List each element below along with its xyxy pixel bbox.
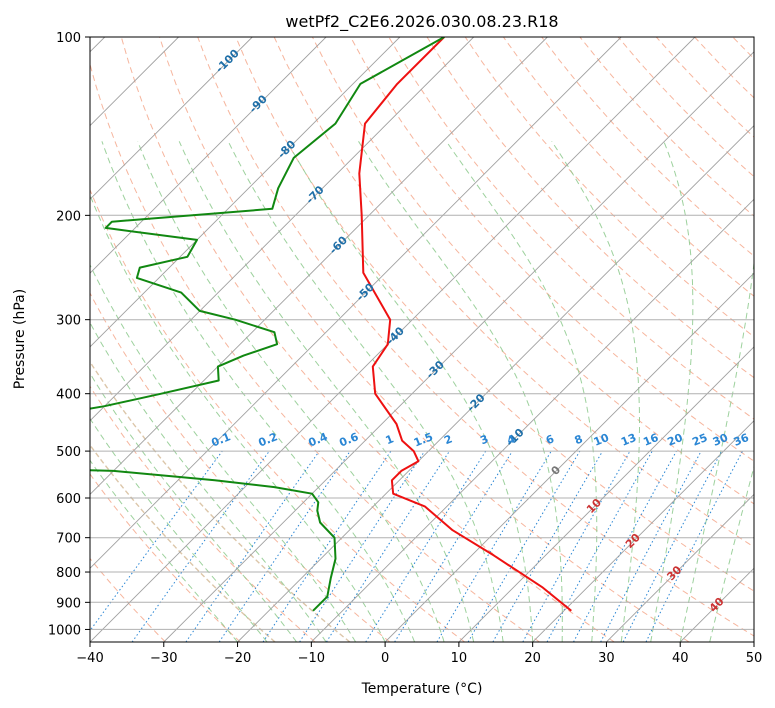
isotherm-line (90, 37, 475, 422)
isotherm-line (90, 37, 696, 642)
dewpoint-profile-line (90, 37, 445, 612)
plot-frame (89, 36, 755, 643)
dry-adiabat (159, 37, 690, 642)
y-tick-label: 500 (56, 445, 81, 460)
isotherm-line (90, 37, 327, 274)
mixing-ratio-label: 16 (641, 431, 660, 449)
x-tick-label: 50 (746, 651, 763, 666)
y-tick-label: 900 (56, 596, 81, 611)
mixing-ratio-label: 36 (732, 431, 751, 449)
y-tick-label: 700 (56, 532, 81, 547)
dry-adiabat (464, 37, 754, 338)
theta-curve (90, 360, 351, 642)
mixing-ratio-lines (90, 450, 743, 642)
mixing-ratio-line (262, 450, 392, 642)
x-tick-label: 20 (524, 651, 541, 666)
mixing-ratio-label: 2 (442, 432, 454, 447)
mixing-ratio-line (131, 450, 270, 642)
y-axis-label: Pressure (hPa) (12, 289, 28, 389)
mixing-ratio-label: 3 (478, 432, 490, 447)
mixing-ratio-line (546, 450, 653, 642)
isotherm-line (90, 37, 548, 496)
isotherm-line (532, 420, 754, 642)
dry-adiabat (235, 37, 754, 592)
isotherm-line (458, 346, 754, 642)
isotherm-line (237, 124, 754, 642)
mixing-ratio-line (185, 450, 320, 642)
dry-adiabat (273, 37, 754, 548)
mixing-ratio-line (573, 450, 677, 642)
isotherm-line (90, 37, 622, 569)
x-axis-ticks: −40 −30 −20 −10 0 10 20 30 40 50 (76, 642, 762, 666)
isotherms (90, 37, 754, 642)
mixing-ratio-line (218, 450, 351, 642)
temperature-profile-line (358, 37, 572, 612)
dry-adiabat (90, 473, 241, 642)
y-tick-label: 200 (56, 209, 81, 224)
profile-series (90, 37, 572, 612)
dry-adiabat (120, 37, 615, 642)
isotherm-line (90, 37, 401, 348)
y-tick-label: 600 (56, 492, 81, 507)
mixing-ratio-label: 13 (619, 431, 638, 449)
x-tick-label: −10 (298, 651, 325, 666)
mixing-ratio-label: 10 (592, 431, 611, 449)
x-tick-label: 10 (451, 651, 468, 666)
theta-curve (90, 444, 276, 642)
x-tick-label: −20 (224, 651, 251, 666)
dry-adiabat (502, 37, 754, 297)
isotherm-line (90, 37, 253, 200)
mixing-ratio-label: 8 (573, 432, 585, 447)
x-tick-label: 40 (672, 651, 689, 666)
mixing-ratio-label: 30 (711, 431, 730, 449)
dry-adiabat (350, 37, 754, 462)
y-tick-label: 400 (56, 388, 81, 403)
mixing-ratio-line (522, 450, 631, 642)
y-axis-ticks: 100 200 300 400 500 600 700 800 900 1000 (48, 31, 90, 638)
dry-adiabats (90, 37, 754, 642)
x-tick-label: −30 (150, 651, 177, 666)
plot-area: -100-90-80-70-60-50-40-30-20-10010203040… (90, 37, 754, 642)
mixing-ratio-line (90, 450, 223, 632)
x-tick-label: 0 (381, 651, 389, 666)
y-tick-label: 100 (56, 31, 81, 46)
x-tick-label: 30 (598, 651, 615, 666)
mixing-ratio-line (394, 450, 513, 642)
mixing-ratio-label: 20 (666, 431, 685, 449)
pressure-gridlines (90, 37, 754, 630)
y-tick-label: 800 (56, 566, 81, 581)
chart-title: wetPf2_C2E6.2026.030.08.23.R18 (285, 12, 558, 32)
dry-adiabat (90, 292, 391, 642)
dry-adiabat (90, 188, 465, 642)
isotherm-line (606, 493, 754, 642)
mixing-ratio-label: 1 (384, 432, 396, 447)
mixing-ratio-label: 25 (690, 431, 709, 449)
isotherm-line (384, 272, 754, 642)
mixing-ratio-line (645, 450, 743, 642)
mixing-ratio-labels: 0.1 0.2 0.4 0.6 1 1.5 2 3 4 6 8 10 13 16 20 25 30 36 (210, 430, 752, 449)
dry-adiabat (388, 37, 754, 420)
isotherm-line (310, 198, 754, 642)
dry-adiabat (90, 385, 316, 642)
y-tick-label: 1000 (48, 623, 81, 638)
mixing-ratio-line (325, 450, 450, 642)
y-tick-label: 300 (56, 314, 81, 329)
isotherm-line (163, 51, 754, 642)
x-axis-label: Temperature (°C) (361, 681, 483, 697)
dry-adiabat (311, 37, 754, 505)
x-tick-label: −40 (76, 651, 103, 666)
dry-adiabat (426, 37, 754, 379)
dry-adiabat (90, 62, 540, 642)
theta-curves (90, 360, 351, 642)
